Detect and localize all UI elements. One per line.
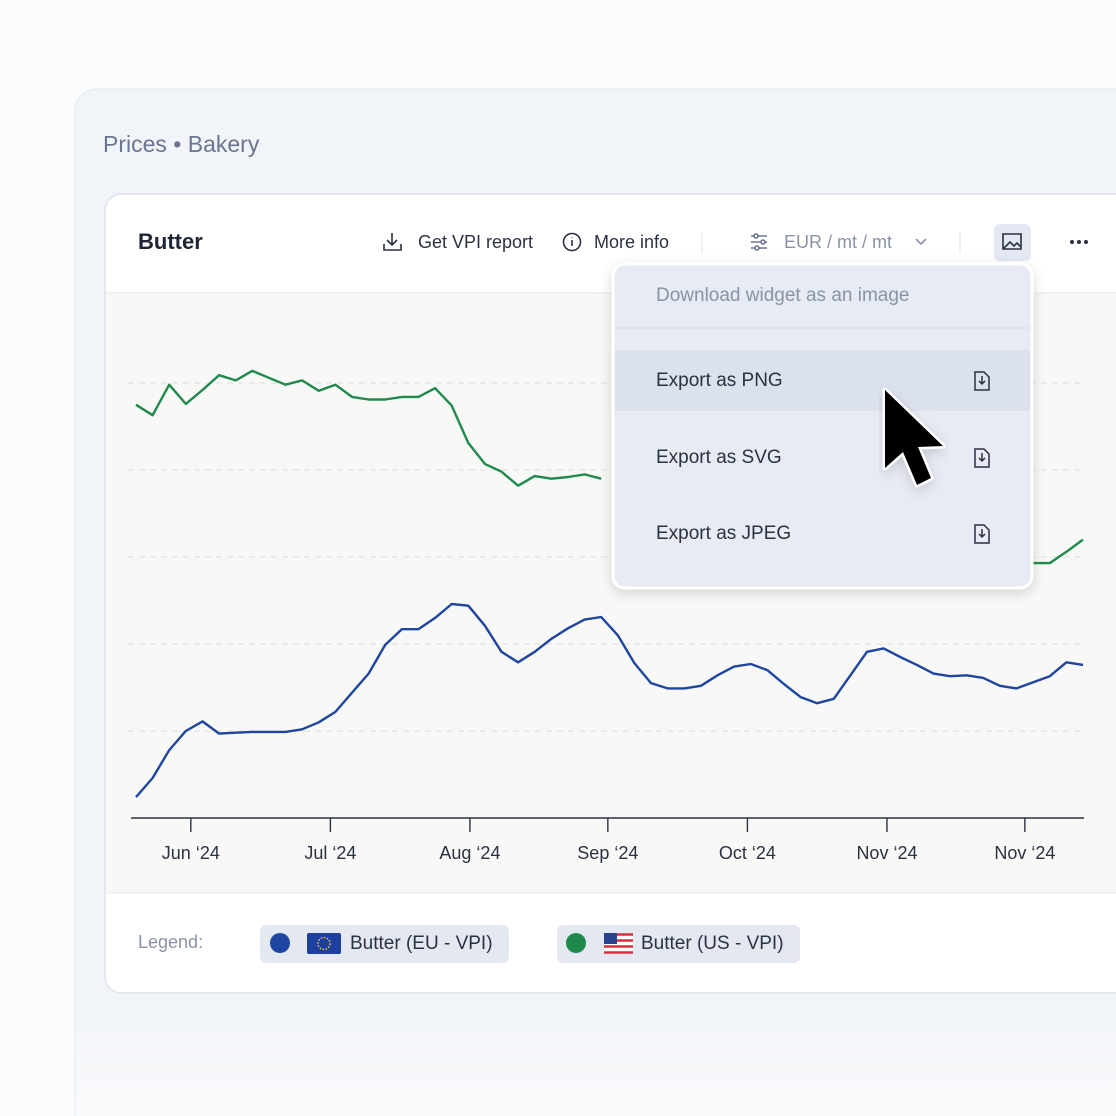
x-tick-label: Jun ‘24: [162, 843, 220, 863]
info-icon[interactable]: [562, 232, 582, 252]
unit-selector[interactable]: EUR / mt / mt: [784, 232, 892, 252]
series-line: [135, 602, 1084, 798]
legend-swatch: [566, 933, 586, 953]
x-tick-label: Oct ‘24: [719, 843, 776, 863]
cursor: [882, 387, 946, 488]
menu-title: Download widget as an image: [656, 285, 910, 306]
menu-hover: [615, 350, 1030, 411]
more-button[interactable]: [1070, 240, 1088, 244]
menu-item[interactable]: Export as PNG: [656, 370, 783, 391]
widget-title: Butter: [138, 229, 203, 254]
image-button[interactable]: [994, 224, 1031, 261]
download-icon: [383, 233, 402, 251]
x-tick-label: Jul ‘24: [304, 843, 356, 863]
x-tick-label: Sep ‘24: [577, 843, 638, 863]
eu-stars: [317, 936, 331, 951]
settings-icon[interactable]: [751, 233, 767, 251]
us-flag: [604, 933, 633, 954]
breadcrumb: Prices • Bakery: [103, 131, 260, 157]
file-icons: [974, 371, 990, 544]
legend-chip[interactable]: Butter (US - VPI): [557, 925, 800, 963]
toolbar-button[interactable]: Get VPI report: [418, 232, 533, 252]
series-line: [135, 369, 1084, 565]
chevron: [915, 238, 927, 246]
x-tick-label: Aug ‘24: [439, 843, 500, 863]
legend-text: Butter (EU - VPI): [350, 933, 493, 954]
legend-label: Legend:: [138, 932, 203, 952]
eu-flag: [307, 933, 341, 954]
menu-item[interactable]: Export as SVG: [656, 447, 782, 468]
legend-text: Butter (US - VPI): [641, 933, 784, 954]
get-report-button[interactable]: [383, 233, 402, 251]
menu-item[interactable]: Export as JPEG: [656, 523, 791, 544]
legend-chip[interactable]: Butter (EU - VPI): [260, 925, 509, 963]
x-tick-label: Nov ‘24: [994, 843, 1055, 863]
toolbar-button[interactable]: More info: [594, 232, 669, 252]
legend-swatch: [270, 933, 290, 953]
x-tick-label: Nov ‘24: [856, 843, 917, 863]
export-menu: Download widget as an image Export as PN…: [611, 262, 1034, 590]
